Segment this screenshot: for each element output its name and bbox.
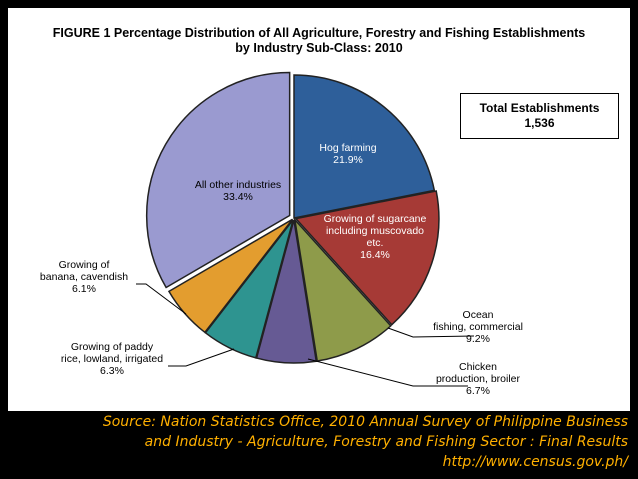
leader-line-5 — [168, 348, 235, 367]
source-line-2: and Industry - Agriculture, Forestry and… — [144, 434, 628, 450]
chart-panel: FIGURE 1 Percentage Distribution of All … — [8, 8, 630, 411]
slice-label-7: All other industries 33.4% — [195, 179, 281, 203]
leader-line-6 — [136, 283, 187, 315]
chart-title-line-1: FIGURE 1 Percentage Distribution of All … — [52, 26, 586, 40]
slice-label-5: Growing of paddy rice, lowland, irrigated… — [61, 341, 163, 377]
total-establishments-label: Total Establishments — [479, 101, 600, 115]
slice-label-1: Hog farming 21.9% — [319, 142, 376, 166]
pie-slice-3 — [293, 217, 392, 362]
slice-label-6: Growing of banana, cavendish 6.1% — [40, 259, 128, 295]
chart-title-line-2: by Industry Sub-Class: 2010 — [235, 41, 403, 55]
slice-label-2: Growing of sugarcane including muscovado e… — [324, 213, 427, 261]
slice-label-3: Ocean fishing, commercial 9.2% — [433, 309, 523, 345]
pie-slice-2 — [294, 190, 440, 326]
leader-line-3 — [387, 327, 475, 338]
total-establishments-box: Total Establishments 1,536 — [460, 93, 619, 139]
pie-slice-1 — [293, 74, 436, 219]
source-line-1: Source: Nation Statistics Office, 2010 A… — [102, 414, 628, 430]
leader-line-4 — [307, 358, 468, 387]
pie-chart: Hog farming 21.9% Growing of sugarcane incl… — [40, 71, 523, 397]
slice-label-4: Chicken production, broiler 6.7% — [436, 361, 521, 397]
pie-slice-7 — [145, 71, 291, 289]
pie-slice-5 — [204, 219, 294, 359]
total-establishments-value: 1,536 — [524, 116, 555, 130]
source-url: http://www.census.gov.ph/ — [442, 454, 628, 470]
source-note: Source: Nation Statistics Office, 2010 A… — [28, 412, 628, 472]
